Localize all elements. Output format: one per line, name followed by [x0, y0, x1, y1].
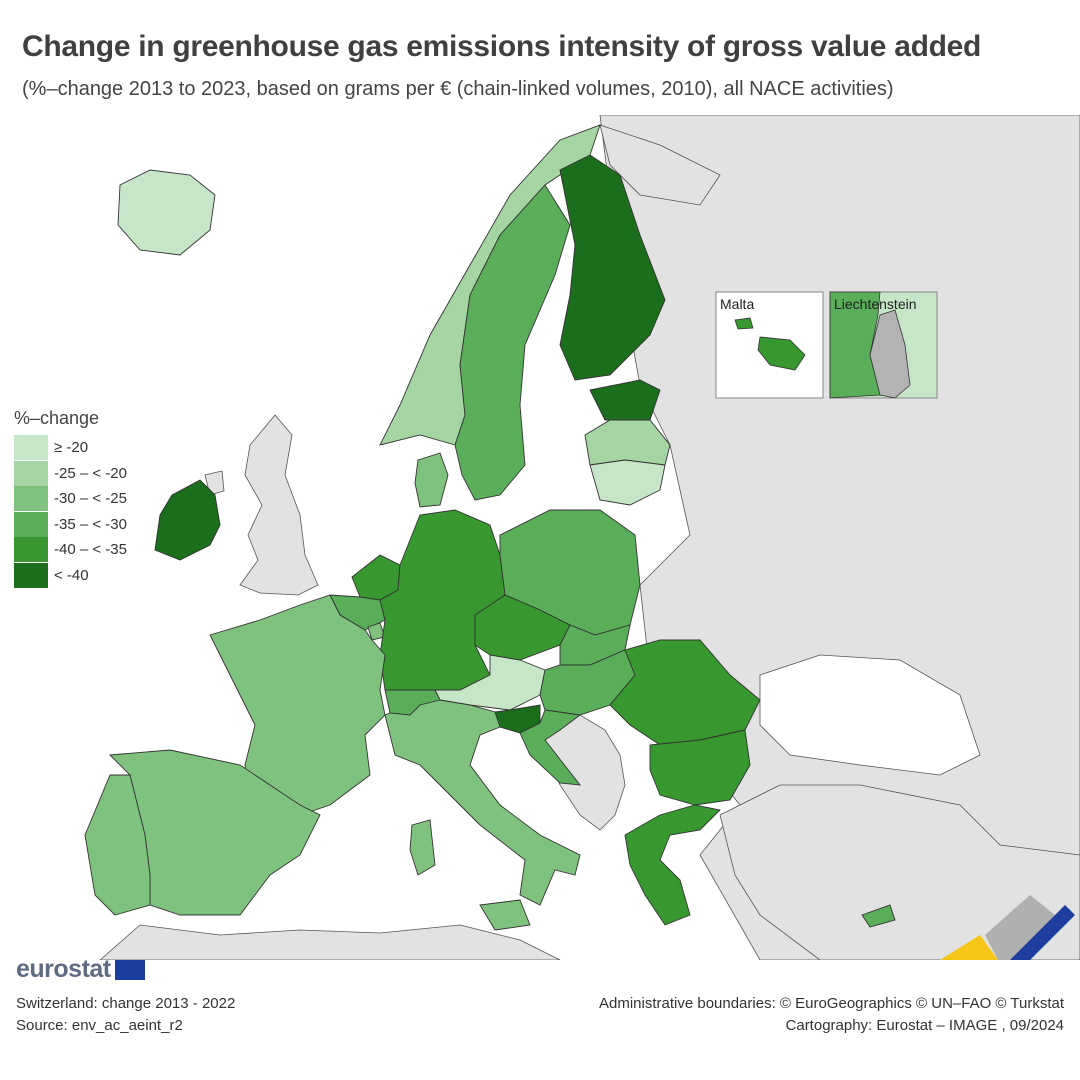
legend-label: -30 – < -25 — [54, 490, 127, 508]
liechtenstein-inset-label: Liechtenstein — [834, 296, 917, 312]
admin-boundaries-credit: Administrative boundaries: © EuroGeograp… — [598, 995, 1064, 1012]
liechtenstein-inset: Liechtenstein — [829, 291, 938, 399]
map-subtitle: (%–change 2013 to 2023, based on grams p… — [22, 78, 894, 100]
eu-flag-icon — [114, 959, 145, 980]
country-sweden — [454, 184, 571, 501]
country-sicily — [479, 899, 531, 931]
legend-item: -35 – < -30 — [14, 511, 127, 538]
malta-inset-label: Malta — [720, 296, 754, 312]
legend-label: -40 – < -35 — [54, 541, 127, 559]
country-bulgaria — [649, 729, 751, 806]
footnote-switzerland: Switzerland: change 2013 - 2022 — [16, 995, 236, 1012]
country-denmark — [414, 452, 449, 508]
eurostat-logo: eurostat — [16, 955, 145, 984]
country-sardinia — [409, 819, 436, 876]
legend-title: %–change — [14, 408, 100, 428]
map-legend: %–change ≥ -20 -25 – < -20 -30 – < -25 -35 … — [14, 408, 127, 588]
legend-swatch — [14, 460, 48, 486]
country-italy — [384, 699, 581, 906]
country-greece — [624, 804, 721, 926]
malta-inset: Malta — [715, 291, 824, 399]
legend-swatch — [14, 486, 48, 512]
country-ireland — [154, 479, 221, 561]
map-title: Change in greenhouse gas emissions inten… — [22, 30, 982, 63]
legend-label: -25 – < -20 — [54, 464, 127, 482]
legend-item: -40 – < -35 — [14, 537, 127, 563]
data-countries — [84, 124, 896, 931]
country-switzerland — [384, 689, 441, 716]
country-finland — [559, 154, 666, 381]
legend-label: -35 – < -30 — [54, 515, 127, 533]
legend-item: < -40 — [14, 562, 127, 589]
country-cyprus — [861, 904, 896, 928]
cartography-credit: Cartography: Eurostat – IMAGE , 09/2024 — [785, 1017, 1064, 1034]
country-portugal — [84, 774, 151, 916]
legend-swatch — [14, 562, 48, 588]
legend-swatch — [14, 511, 48, 537]
legend-label: ≥ -20 — [54, 439, 89, 457]
country-croatia — [519, 709, 582, 786]
eurostat-ribbon-icon — [940, 895, 1075, 960]
country-lithuania — [589, 459, 666, 506]
country-iceland — [117, 169, 216, 256]
legend-item: -30 – < -25 — [14, 486, 127, 512]
legend-item: ≥ -20 — [14, 435, 127, 461]
europe-map: Malta Liechtenstein — [0, 115, 1080, 960]
legend-label: < -40 — [54, 566, 89, 584]
source-note: Source: env_ac_aeint_r2 — [16, 1017, 183, 1034]
logo-text: eurostat — [16, 955, 111, 983]
legend-item: -25 – < -20 — [14, 460, 127, 487]
country-estonia — [589, 379, 661, 421]
legend-swatch — [14, 537, 48, 563]
legend-swatch — [14, 435, 48, 461]
